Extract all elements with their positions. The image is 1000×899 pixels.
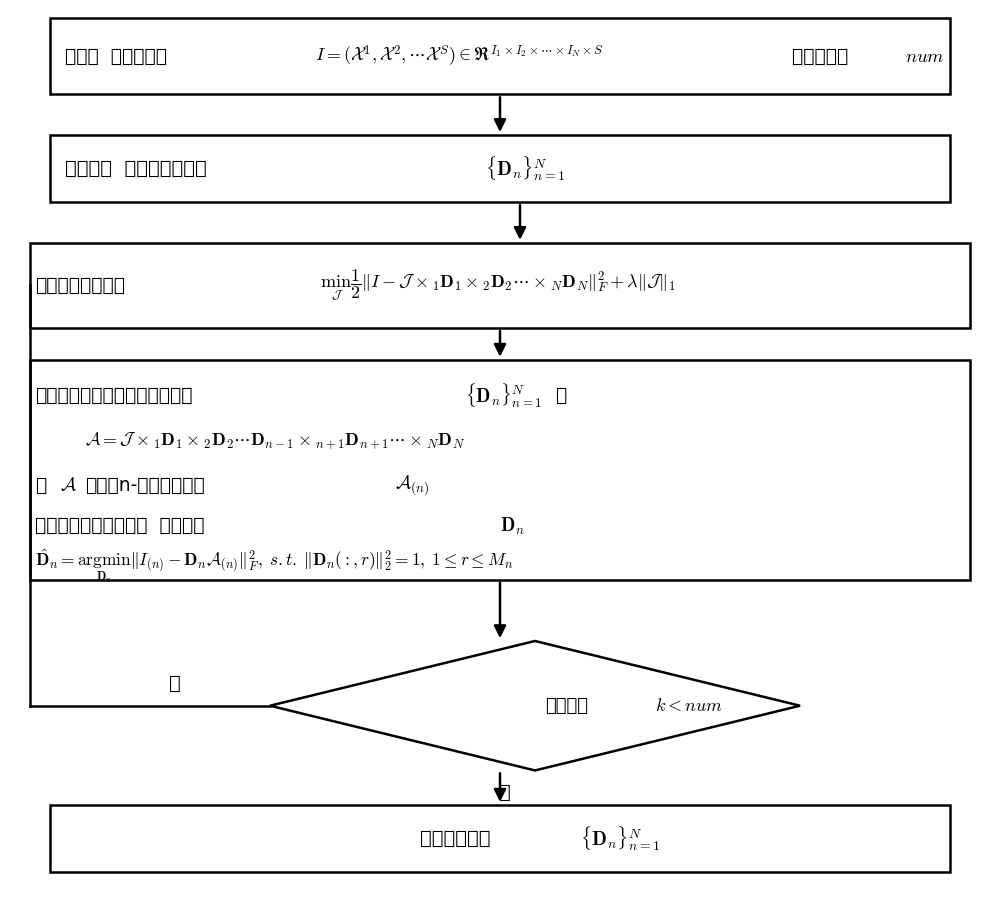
Text: 初始化：  设置初始化字典: 初始化： 设置初始化字典 [65, 159, 207, 178]
Bar [30, 360, 970, 580]
Text: $\{\mathbf{D}_n\}_{n=1}^{N}$: $\{\mathbf{D}_n\}_{n=1}^{N}$ [580, 824, 660, 852]
Text: $\{\mathbf{D}_n\}_{n=1}^{N}$: $\{\mathbf{D}_n\}_{n=1}^{N}$ [485, 155, 565, 182]
Text: 多维字典的更新（依次更新字典: 多维字典的更新（依次更新字典 [35, 386, 192, 405]
Text: ）: ） [555, 386, 566, 405]
Text: 迭代次数: 迭代次数 [545, 697, 588, 715]
Text: $\{\mathbf{D}_n\}_{n=1}^{N}$: $\{\mathbf{D}_n\}_{n=1}^{N}$ [465, 381, 542, 410]
Bar [50, 805, 950, 872]
Text: $\hat{\mathbf{D}}_n=\underset{\mathbf{D}_n}{\mathrm{argmin}}\|I_{(n)}-\mathbf{D}: $\hat{\mathbf{D}}_n=\underset{\mathbf{D}… [35, 547, 513, 585]
Text: $\underset{\mathcal{J}}{\min}\dfrac{1}{2}\|I-\mathcal{J}\times_1\mathbf{D}_1\tim: $\underset{\mathcal{J}}{\min}\dfrac{1}{2… [320, 268, 676, 303]
Text: 多维信号稀疏重建: 多维信号稀疏重建 [35, 276, 125, 295]
Text: $\mathcal{A}=\mathcal{J}\times_1\mathbf{D}_1\times_2\mathbf{D}_2\cdots\mathbf{D}: $\mathcal{A}=\mathcal{J}\times_1\mathbf{… [85, 431, 465, 450]
Text: $\mathcal{A}_{(n)}$: $\mathcal{A}_{(n)}$ [395, 474, 430, 497]
Bar [30, 243, 970, 328]
Bar [50, 18, 950, 94]
Text: 否: 否 [499, 783, 511, 803]
Text: 输出训练字典: 输出训练字典 [420, 829, 497, 848]
Text: $k < \mathit{num}$: $k < \mathit{num}$ [655, 697, 723, 715]
Text: $I=(\mathcal{X}^{1},\mathcal{X}^{2},\cdots\mathcal{X}^{S})\in\mathfrak{R}^{I_1\t: $I=(\mathcal{X}^{1},\mathcal{X}^{2},\cdo… [315, 43, 604, 69]
Text: $\mathbf{D}_n$: $\mathbf{D}_n$ [500, 515, 525, 537]
Text: 对: 对 [35, 476, 46, 495]
Text: $\mathcal{A}$: $\mathcal{A}$ [60, 476, 77, 495]
Text: 求解如下最优化问题，  更新字典: 求解如下最优化问题， 更新字典 [35, 516, 205, 536]
Text: $\mathit{num}$: $\mathit{num}$ [905, 47, 945, 66]
Polygon shape [270, 641, 800, 770]
Text: 输入：  训练样本集: 输入： 训练样本集 [65, 47, 167, 66]
Text: 和迭代次数: 和迭代次数 [780, 47, 848, 66]
Text: 按照第n-模式方向展开: 按照第n-模式方向展开 [85, 476, 205, 495]
Bar [50, 135, 950, 202]
Text: 是: 是 [169, 673, 181, 693]
